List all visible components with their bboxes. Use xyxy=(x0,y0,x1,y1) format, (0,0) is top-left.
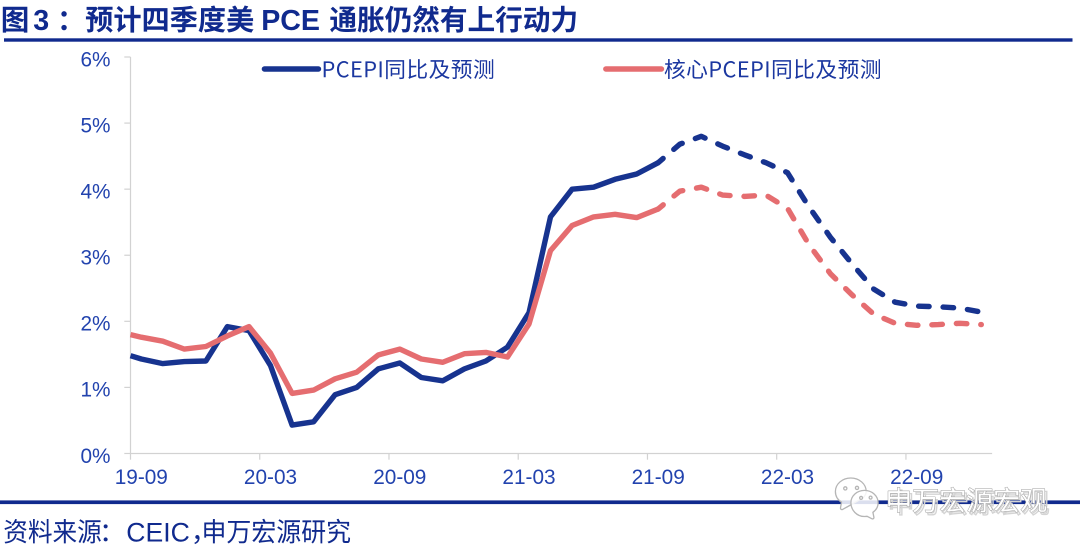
svg-text:5%: 5% xyxy=(80,114,110,137)
svg-text:19-09: 19-09 xyxy=(115,466,168,489)
svg-text:PCE: PCE xyxy=(261,5,320,37)
svg-text:CEIC: CEIC xyxy=(126,517,190,547)
svg-text:20-09: 20-09 xyxy=(373,466,426,489)
svg-text:20-03: 20-03 xyxy=(244,466,297,489)
svg-text:6%: 6% xyxy=(80,48,110,71)
svg-text:21-09: 21-09 xyxy=(632,466,685,489)
svg-text:0%: 0% xyxy=(80,445,110,468)
svg-text:22-09: 22-09 xyxy=(890,466,943,489)
svg-text:3%: 3% xyxy=(80,247,110,270)
svg-text:22-03: 22-03 xyxy=(761,466,814,489)
svg-text:2%: 2% xyxy=(80,313,110,336)
svg-text:3: 3 xyxy=(33,5,49,37)
svg-text:1%: 1% xyxy=(80,379,110,402)
svg-text:21-03: 21-03 xyxy=(502,466,555,489)
svg-text:4%: 4% xyxy=(80,181,110,204)
